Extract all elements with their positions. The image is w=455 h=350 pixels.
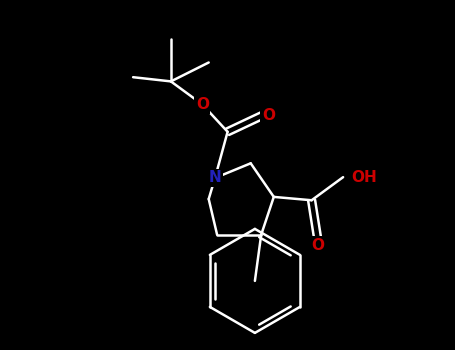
Text: OH: OH <box>351 170 377 185</box>
Text: O: O <box>196 97 209 112</box>
Text: O: O <box>311 238 324 253</box>
Text: N: N <box>209 170 222 186</box>
Text: O: O <box>262 107 275 122</box>
